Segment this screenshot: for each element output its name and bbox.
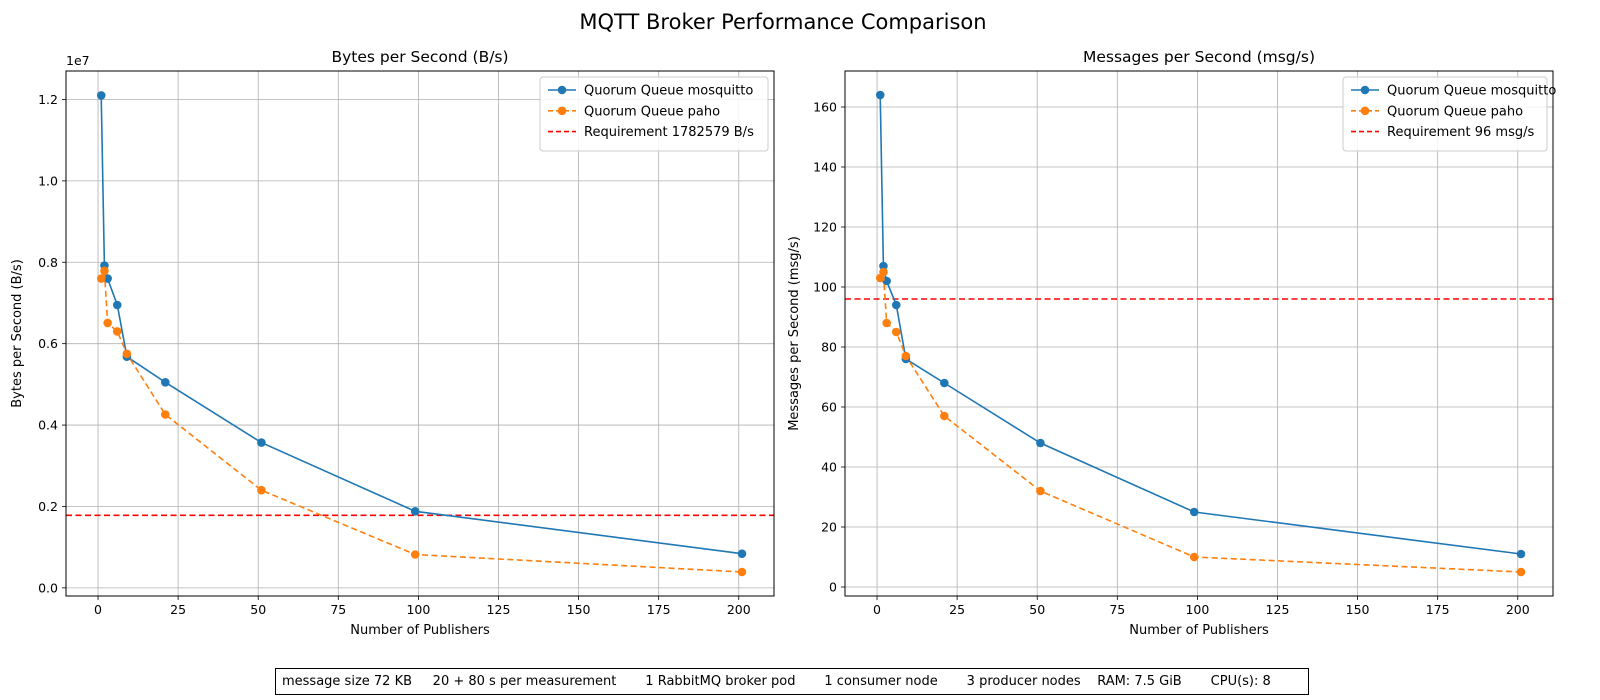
legend-paho-marker — [1360, 106, 1370, 116]
mosquitto-data-point — [879, 261, 888, 271]
y-tick-label: 40 — [821, 460, 837, 475]
paho-data-point — [257, 485, 266, 495]
y-tick-label: 0 — [829, 580, 837, 595]
x-tick-label: 0 — [873, 602, 881, 617]
legend-mosquitto-label: Quorum Queue mosquitto — [1387, 84, 1556, 99]
mosquitto-data-point — [940, 378, 949, 388]
paho-data-point — [1189, 552, 1199, 562]
mosquitto-data-point — [1516, 549, 1526, 559]
mosquitto-data-point — [737, 549, 747, 558]
y-tick-label: 20 — [821, 520, 837, 535]
mosquitto-data-point — [1036, 438, 1045, 448]
x-tick-label: 25 — [170, 602, 186, 617]
y-axis-label: Messages per Second (msg/s) — [787, 236, 802, 431]
measurement-info-box: message size 72 KB 20 + 80 s per measure… — [275, 668, 1309, 695]
y-tick-label: 160 — [813, 100, 837, 115]
paho-data-point — [122, 349, 132, 359]
x-tick-label: 75 — [330, 602, 346, 617]
x-tick-label: 150 — [567, 602, 591, 617]
y-tick-label: 0.8 — [38, 255, 58, 270]
x-tick-label: 75 — [1109, 602, 1125, 617]
plot-frame — [844, 70, 1554, 597]
paho-data-point — [1036, 486, 1045, 496]
x-tick-label: 0 — [94, 602, 102, 617]
x-tick-label: 100 — [1185, 602, 1209, 617]
legend: Quorum Queue mosquitto Quorum Queue paho R… — [539, 76, 769, 152]
legend-mosquitto-marker — [557, 85, 567, 95]
x-tick-label: 50 — [250, 602, 266, 617]
y-offset-label: 1e7 — [66, 53, 90, 68]
measurement-info-text: message size 72 KB 20 + 80 s per measure… — [282, 674, 1271, 689]
y-tick-label: 140 — [813, 160, 837, 175]
paho-data-point — [891, 327, 901, 337]
legend-box — [539, 76, 769, 152]
legend-box — [1342, 76, 1548, 152]
mosquitto-data-point — [891, 300, 901, 310]
y-axis-label: Bytes per Second (B/s) — [10, 259, 25, 408]
plot-frame — [65, 70, 775, 597]
paho-data-point — [901, 351, 911, 361]
y-tick-label: 1.2 — [38, 92, 58, 107]
legend-paho-marker — [557, 106, 567, 116]
y-tick-label: 100 — [813, 280, 837, 295]
x-tick-label: 200 — [1506, 602, 1530, 617]
y-tick-label: 120 — [813, 220, 837, 235]
mosquitto-data-point — [1189, 507, 1199, 517]
x-tick-label: 50 — [1029, 602, 1045, 617]
mosquitto-data-point — [112, 300, 122, 310]
mosquitto-data-point — [257, 438, 266, 447]
chart-title: Messages per Second (msg/s) — [1083, 48, 1315, 66]
mosquitto-data-point — [410, 507, 420, 516]
paho-data-point — [161, 410, 170, 419]
legend-requirement-label: Requirement 1782579 B/s — [584, 125, 754, 140]
legend-mosquitto-label: Quorum Queue mosquitto — [584, 84, 753, 99]
paho-series-line — [100, 270, 743, 573]
paho-data-point — [882, 318, 891, 328]
x-axis-label: Number of Publishers — [1129, 623, 1269, 638]
y-tick-label: 0.0 — [38, 580, 58, 595]
x-tick-label: 25 — [949, 602, 965, 617]
mosquitto-data-point — [161, 378, 170, 387]
x-tick-label: 150 — [1346, 602, 1370, 617]
x-axis-label: Number of Publishers — [350, 623, 490, 638]
paho-data-point — [1516, 567, 1526, 577]
y-tick-label: 0.4 — [38, 418, 58, 433]
paho-data-point — [100, 266, 109, 276]
paho-data-point — [410, 550, 420, 559]
figure-title: MQTT Broker Performance Comparison — [579, 10, 986, 34]
bytes-per-second-panel: 0 25 50 75 100 125 150 175 200 0.0 0.2 0.4 0.6 0.8 1.0… — [10, 48, 775, 638]
mosquitto-data-point — [96, 91, 106, 100]
paho-data-point — [940, 411, 949, 421]
chart-title: Bytes per Second (B/s) — [331, 48, 508, 66]
paho-data-point — [112, 327, 122, 336]
mosquitto-data-point — [875, 90, 885, 100]
paho-data-point — [737, 567, 747, 577]
mosquitto-series-line — [879, 94, 1522, 555]
legend-mosquitto-marker — [1360, 85, 1370, 95]
x-tick-label: 175 — [647, 602, 671, 617]
legend-paho-label: Quorum Queue paho — [584, 104, 720, 119]
mosquitto-series-line — [100, 95, 743, 555]
y-tick-label: 1.0 — [38, 173, 58, 188]
x-tick-label: 100 — [406, 602, 430, 617]
paho-data-point — [103, 318, 112, 328]
paho-data-point — [96, 274, 106, 283]
legend: Quorum Queue mosquitto Quorum Queue paho R… — [1342, 76, 1556, 152]
x-tick-label: 125 — [1266, 602, 1290, 617]
x-tick-label: 175 — [1426, 602, 1450, 617]
legend-paho-label: Quorum Queue paho — [1387, 104, 1523, 119]
y-tick-label: 60 — [821, 400, 837, 415]
x-tick-label: 125 — [487, 602, 511, 617]
y-tick-label: 0.2 — [38, 499, 58, 514]
messages-per-second-panel: 0 25 50 75 100 125 150 175 200 0 20 40 60 80 100 120 140… — [787, 48, 1556, 638]
y-tick-label: 80 — [821, 340, 837, 355]
paho-data-point — [879, 267, 888, 277]
x-tick-label: 200 — [727, 602, 751, 617]
y-tick-label: 0.6 — [38, 336, 58, 351]
legend-requirement-label: Requirement 96 msg/s — [1387, 125, 1534, 140]
